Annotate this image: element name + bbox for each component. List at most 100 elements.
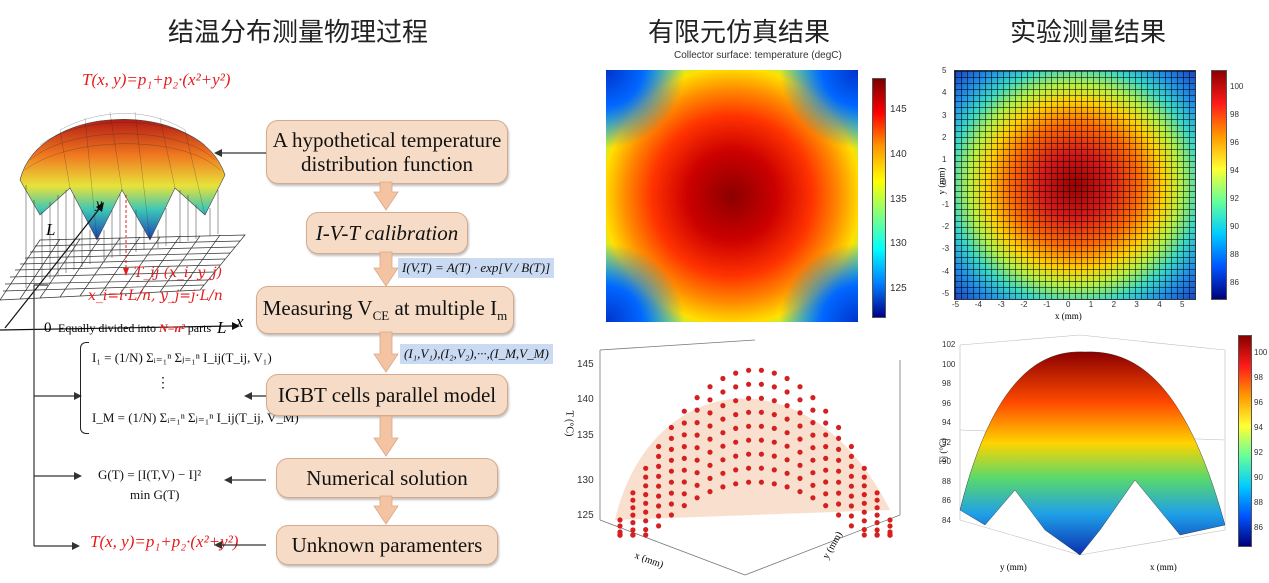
scatter-point [784, 416, 790, 422]
scatter-point [758, 409, 764, 415]
scatter-point [784, 470, 790, 476]
scatter-point [810, 482, 816, 488]
sim-colorbar-tick-4: 125 [890, 283, 907, 294]
scatter-point [836, 479, 842, 485]
exp-heatmap-xtick-7: 2 [1111, 300, 1117, 309]
scatter-point [797, 489, 803, 495]
exp-heatmap-xtick-5: 0 [1066, 300, 1071, 309]
flow-box-numerical-label: Numerical solution [306, 465, 468, 490]
scatter-point [694, 470, 700, 476]
scatter-point [771, 384, 777, 390]
flow-box-hypothesis-line2: distribution function [300, 152, 474, 176]
exp-surface-ztick-8: 86 [942, 496, 951, 505]
flow-box-hypothesis-line1: A hypothetical temperature [272, 127, 502, 152]
scatter-point [797, 462, 803, 468]
exp-heatmap-ytick-5: 0 [942, 177, 947, 187]
exp-heatmap-ytick-7: -2 [942, 222, 950, 232]
scatter-point [823, 432, 829, 438]
scatter-ztick-2: 135 [577, 430, 594, 441]
scatter-point [720, 389, 726, 395]
scatter-point [643, 509, 649, 515]
scatter-point [746, 423, 752, 429]
scatter-point [784, 375, 790, 382]
scatter-ztick-0: 145 [577, 359, 594, 370]
scatter-point [694, 432, 700, 438]
exp-surface-colorbar-tick-7: 86 [1254, 523, 1263, 532]
xi-label: x_i=i·L/n, y_j=j·L/n [88, 288, 223, 304]
scatter-point [746, 437, 752, 443]
measuring-sub-ce: CE [372, 308, 390, 324]
scatter-point [771, 439, 777, 445]
divided-n: N=n² [159, 321, 188, 335]
scatter-point [746, 409, 752, 415]
scatter-point [668, 468, 674, 474]
scatter-point [694, 482, 700, 488]
scatter-point [823, 479, 829, 485]
exp-surface-colorbar-tick-5: 90 [1254, 473, 1263, 482]
scatter-point [694, 407, 700, 413]
axis-label-L-bottom: L [217, 318, 227, 337]
sim-scatter-3d [599, 339, 901, 576]
flow-box-measuring: Measuring VCE at multiple Im [256, 286, 514, 334]
sim-colorbar-tick-0: 145 [890, 104, 907, 115]
exp-heatmap [954, 70, 1196, 300]
exp-colorbar-tick-7: 86 [1230, 278, 1239, 287]
scatter-ztick-4: 125 [577, 510, 594, 521]
scatter-point [810, 432, 816, 438]
tij-label: T_ij (x_i, y_j) [134, 265, 223, 281]
scatter-point [694, 495, 700, 501]
scatter-point [771, 453, 777, 459]
exp-heatmap-ytick-9: -4 [942, 266, 950, 276]
scatter-point [720, 443, 726, 449]
scatter-point [643, 474, 649, 480]
exp-heatmap-xlabel: x (mm) [1055, 311, 1082, 321]
scatter-point [746, 451, 752, 457]
scatter-point [707, 489, 713, 495]
scatter-point [771, 412, 777, 418]
scatter-point [656, 513, 662, 519]
scatter-point [771, 481, 777, 487]
exp-heatmap-ytick-8: -3 [942, 244, 950, 254]
scatter-point [823, 467, 829, 473]
scatter-point [771, 425, 777, 431]
scatter-point [861, 532, 867, 538]
scatter-point [771, 370, 777, 376]
heading-middle: 有限元仿真结果 [648, 18, 831, 48]
scatter-point [746, 381, 752, 387]
scatter-point [668, 512, 674, 518]
flow-box-parallel-model: IGBT cells parallel model [266, 374, 508, 416]
exp-surface-ztick-9: 84 [942, 515, 951, 525]
scatter-point [836, 446, 842, 452]
exp-colorbar-tick-0: 100 [1230, 82, 1244, 91]
exp-surface-ztick-3: 96 [942, 398, 951, 408]
scatter-point [643, 527, 649, 533]
exp-heatmap-ylabel: y (mm) [936, 167, 947, 195]
scatter-point [848, 453, 854, 459]
scatter-point [668, 501, 674, 507]
scatter-point [733, 412, 739, 418]
sim-heatmap-corners [606, 70, 858, 322]
scatter-point [617, 517, 623, 523]
scatter-points [617, 367, 893, 538]
scatter-point [848, 523, 854, 529]
scatter-point [861, 465, 867, 471]
scatter-point [836, 490, 842, 496]
g-min: min G(T) [130, 487, 180, 502]
exp-surface-xlabel: y (mm) [1000, 562, 1027, 572]
divided-tail: parts [187, 321, 212, 335]
exp-surface-colorbar-tick-2: 96 [1254, 398, 1263, 407]
scatter-point [874, 520, 880, 526]
scatter-point [681, 432, 687, 438]
scatter-point [694, 420, 700, 426]
scatter-point [733, 370, 739, 376]
scatter-point [643, 492, 649, 498]
scatter-point [656, 493, 662, 499]
exp-heatmap-xtick-2: -3 [997, 300, 1005, 309]
exp-colorbar-tick-5: 90 [1230, 222, 1239, 231]
scatter-point [797, 475, 803, 481]
scatter-point [656, 453, 662, 459]
scatter-point [643, 500, 649, 506]
scatter-point [874, 512, 880, 518]
exp-heatmap-xtick-6: 1 [1088, 300, 1094, 309]
measuring-mid: at multiple I [389, 295, 498, 320]
